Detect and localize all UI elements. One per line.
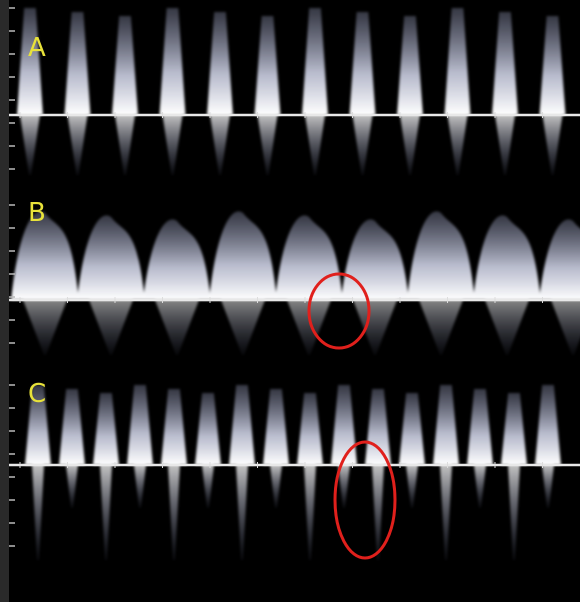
reverse-flow: [400, 115, 420, 175]
highlight-ellipse: [307, 272, 371, 350]
reverse-flow: [305, 115, 325, 175]
reverse-flow: [338, 465, 350, 508]
panel-label: A: [28, 33, 46, 63]
reverse-flow: [20, 115, 40, 175]
reverse-flow: [419, 300, 463, 355]
forward-flow: [535, 385, 561, 465]
left-border: [0, 0, 9, 602]
reverse-flow: [440, 465, 452, 560]
reverse-flow: [115, 115, 135, 175]
reverse-flow: [542, 465, 554, 508]
forward-flow: [25, 385, 51, 465]
reverse-flow: [485, 300, 529, 355]
forward-flow: [492, 12, 518, 115]
forward-flow: [341, 219, 409, 300]
forward-flow: [209, 211, 277, 300]
reverse-flow: [353, 300, 397, 355]
reverse-flow: [66, 465, 78, 508]
forward-flow: [161, 389, 187, 465]
forward-flow: [297, 393, 323, 465]
reverse-flow: [155, 300, 199, 355]
reverse-flow: [168, 465, 180, 560]
reverse-flow: [221, 300, 265, 355]
forward-flow: [365, 389, 391, 465]
reverse-flow: [447, 115, 468, 175]
forward-flow: [143, 219, 211, 300]
reverse-flow: [162, 115, 183, 175]
forward-flow: [397, 16, 423, 115]
forward-flow: [93, 393, 119, 465]
spectral-waveforms: [11, 8, 580, 560]
reverse-flow: [32, 465, 44, 560]
forward-flow: [195, 393, 221, 465]
forward-flow: [539, 219, 580, 300]
forward-flow: [433, 385, 459, 465]
reverse-flow: [304, 465, 316, 560]
reverse-flow: [89, 300, 133, 355]
reverse-flow: [495, 115, 515, 175]
forward-flow: [539, 16, 566, 115]
forward-flow: [159, 8, 186, 115]
reverse-flow: [474, 465, 486, 508]
forward-flow: [473, 215, 541, 300]
panel-label: B: [28, 198, 46, 228]
forward-flow: [11, 211, 79, 300]
forward-flow: [331, 385, 357, 465]
forward-flow: [229, 385, 255, 465]
forward-flow: [349, 12, 376, 115]
reverse-flow: [287, 300, 331, 355]
forward-flow: [501, 393, 527, 465]
reverse-flow: [67, 115, 88, 175]
reverse-flow: [100, 465, 112, 560]
reverse-flow: [210, 115, 230, 175]
baselines: [9, 7, 580, 547]
reverse-flow: [202, 465, 214, 508]
reverse-flow: [542, 115, 563, 175]
forward-flow: [59, 389, 85, 465]
forward-flow: [263, 389, 289, 465]
forward-flow: [207, 12, 233, 115]
reverse-flow: [23, 300, 67, 355]
reverse-flow: [372, 465, 384, 560]
forward-flow: [77, 215, 145, 300]
forward-flow: [254, 16, 281, 115]
reverse-flow: [406, 465, 418, 508]
reverse-flow: [236, 465, 248, 560]
forward-flow: [127, 385, 153, 465]
reverse-flow: [270, 465, 282, 508]
highlight-ellipse: [333, 440, 397, 560]
reverse-flow: [551, 300, 580, 355]
forward-flow: [399, 393, 425, 465]
reverse-flow: [134, 465, 146, 508]
forward-flow: [467, 389, 493, 465]
panel-label: C: [28, 379, 46, 409]
forward-flow: [64, 12, 91, 115]
forward-flow: [17, 8, 43, 115]
reverse-flow: [352, 115, 373, 175]
forward-flow: [302, 8, 328, 115]
forward-flow: [407, 211, 475, 300]
forward-flow: [112, 16, 138, 115]
reverse-flow: [508, 465, 520, 560]
forward-flow: [444, 8, 471, 115]
reverse-flow: [257, 115, 278, 175]
